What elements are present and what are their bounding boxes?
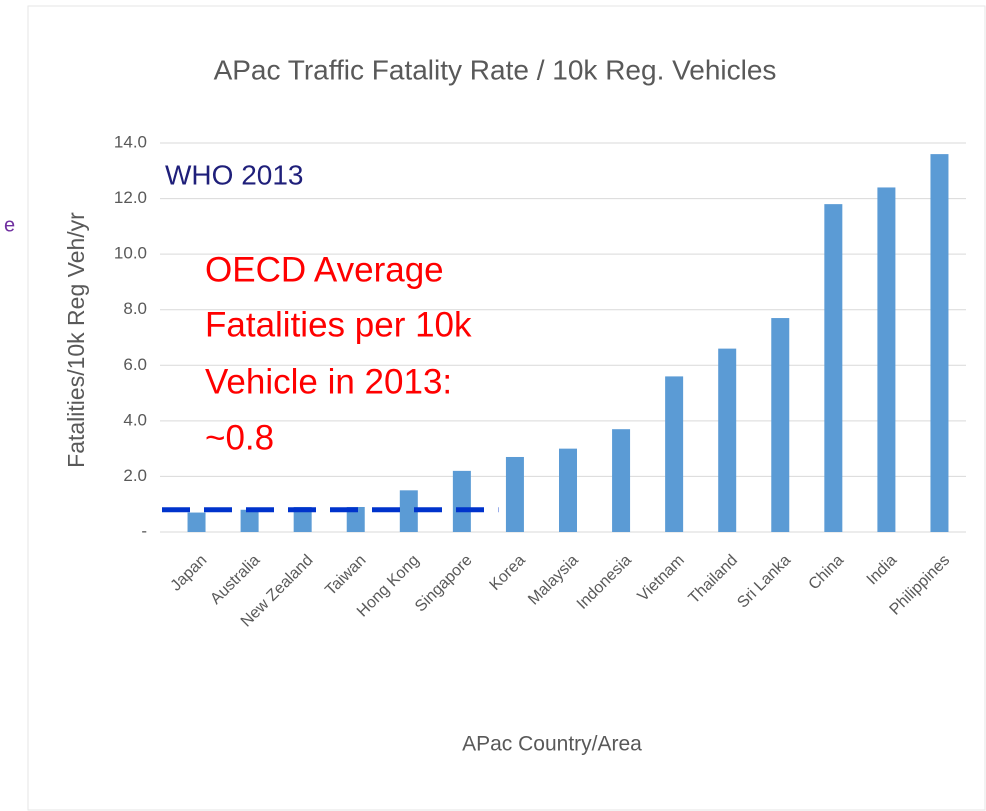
bar bbox=[346, 506, 365, 532]
bar bbox=[665, 376, 684, 532]
bar bbox=[187, 512, 206, 532]
y-tick-label: 2.0 bbox=[123, 466, 147, 485]
bar bbox=[399, 490, 418, 532]
annotation-line: Fatalities per 10k bbox=[205, 305, 472, 344]
bar bbox=[771, 318, 790, 532]
annotation-line: ~0.8 bbox=[205, 418, 274, 457]
bar bbox=[293, 506, 312, 532]
x-axis-label: APac Country/Area bbox=[462, 733, 642, 756]
y-tick-label: 4.0 bbox=[123, 410, 147, 429]
bar bbox=[612, 429, 631, 532]
bar bbox=[240, 509, 259, 532]
annotation-line: OECD Average bbox=[205, 250, 444, 289]
bar bbox=[930, 154, 949, 532]
y-tick-label: 6.0 bbox=[123, 355, 147, 374]
side-fragment: e bbox=[4, 214, 15, 236]
bar bbox=[505, 456, 524, 532]
y-tick-label: 12.0 bbox=[114, 188, 147, 207]
y-tick-label: 10.0 bbox=[114, 244, 147, 263]
y-axis-label: Fatalities/10k Reg Veh/yr bbox=[63, 212, 89, 468]
bar bbox=[824, 204, 843, 532]
bar bbox=[718, 348, 737, 532]
y-tick-label: - bbox=[141, 521, 147, 540]
source-note: WHO 2013 bbox=[165, 159, 304, 190]
y-tick-label: 8.0 bbox=[123, 299, 147, 318]
chart-title: APac Traffic Fatality Rate / 10k Reg. Ve… bbox=[214, 54, 777, 85]
bar bbox=[877, 187, 896, 532]
y-tick-label: 14.0 bbox=[114, 132, 147, 151]
bar bbox=[452, 470, 471, 532]
bar bbox=[559, 448, 577, 532]
annotation-line: Vehicle in 2013: bbox=[205, 362, 452, 401]
